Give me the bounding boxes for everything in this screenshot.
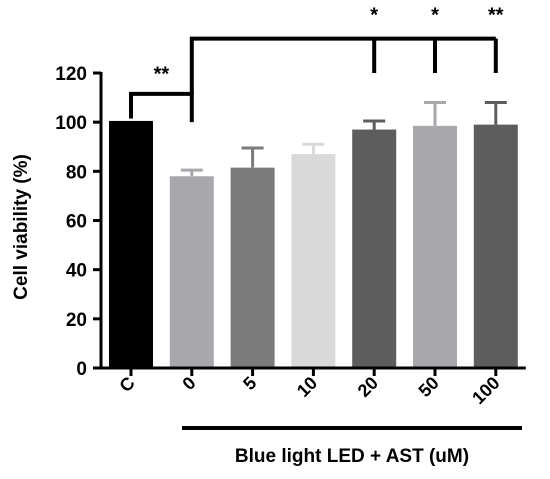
sig-label-C-vs-0: ** — [154, 63, 170, 85]
bar-50 — [413, 125, 457, 369]
bracket-C-vs-0 — [129, 91, 194, 123]
y-tick-label-80: 80 — [66, 162, 87, 183]
bar-5 — [230, 167, 275, 368]
x-tick-label-100: 100 — [468, 373, 503, 408]
x-tick-label-20: 20 — [354, 373, 382, 401]
x-tick-label-10: 10 — [293, 373, 321, 401]
significance-layer: *** * ** — [129, 4, 504, 123]
y-tick-label-60: 60 — [66, 212, 87, 233]
y-axis-label: Cell viability (%) — [11, 154, 32, 300]
bars-layer — [109, 120, 518, 369]
sig-label-100: ** — [488, 4, 504, 26]
bar-C — [109, 120, 153, 368]
y-tick-label-100: 100 — [55, 113, 87, 134]
x-tick-label-C: C — [115, 373, 138, 396]
bracket-0-vs-treatments — [189, 36, 496, 94]
sig-label-20: * — [370, 4, 378, 26]
x-tick-label-50: 50 — [415, 373, 443, 401]
bar-0 — [169, 176, 214, 368]
x-tick-label-0: 0 — [178, 373, 199, 394]
y-tick-label-20: 20 — [66, 310, 87, 331]
y-tick-label-40: 40 — [66, 261, 87, 282]
y-tick-label-120: 120 — [55, 64, 87, 85]
bar-100 — [473, 124, 518, 368]
x-tick-label-5: 5 — [239, 373, 260, 394]
bar-10 — [291, 154, 336, 368]
x-axis-label: Blue light LED + AST (uM) — [235, 446, 469, 467]
bar-20 — [352, 129, 397, 368]
y-tick-label-0: 0 — [76, 359, 87, 380]
error-bars-layer — [180, 101, 507, 177]
sig-label-50: * — [431, 4, 439, 26]
